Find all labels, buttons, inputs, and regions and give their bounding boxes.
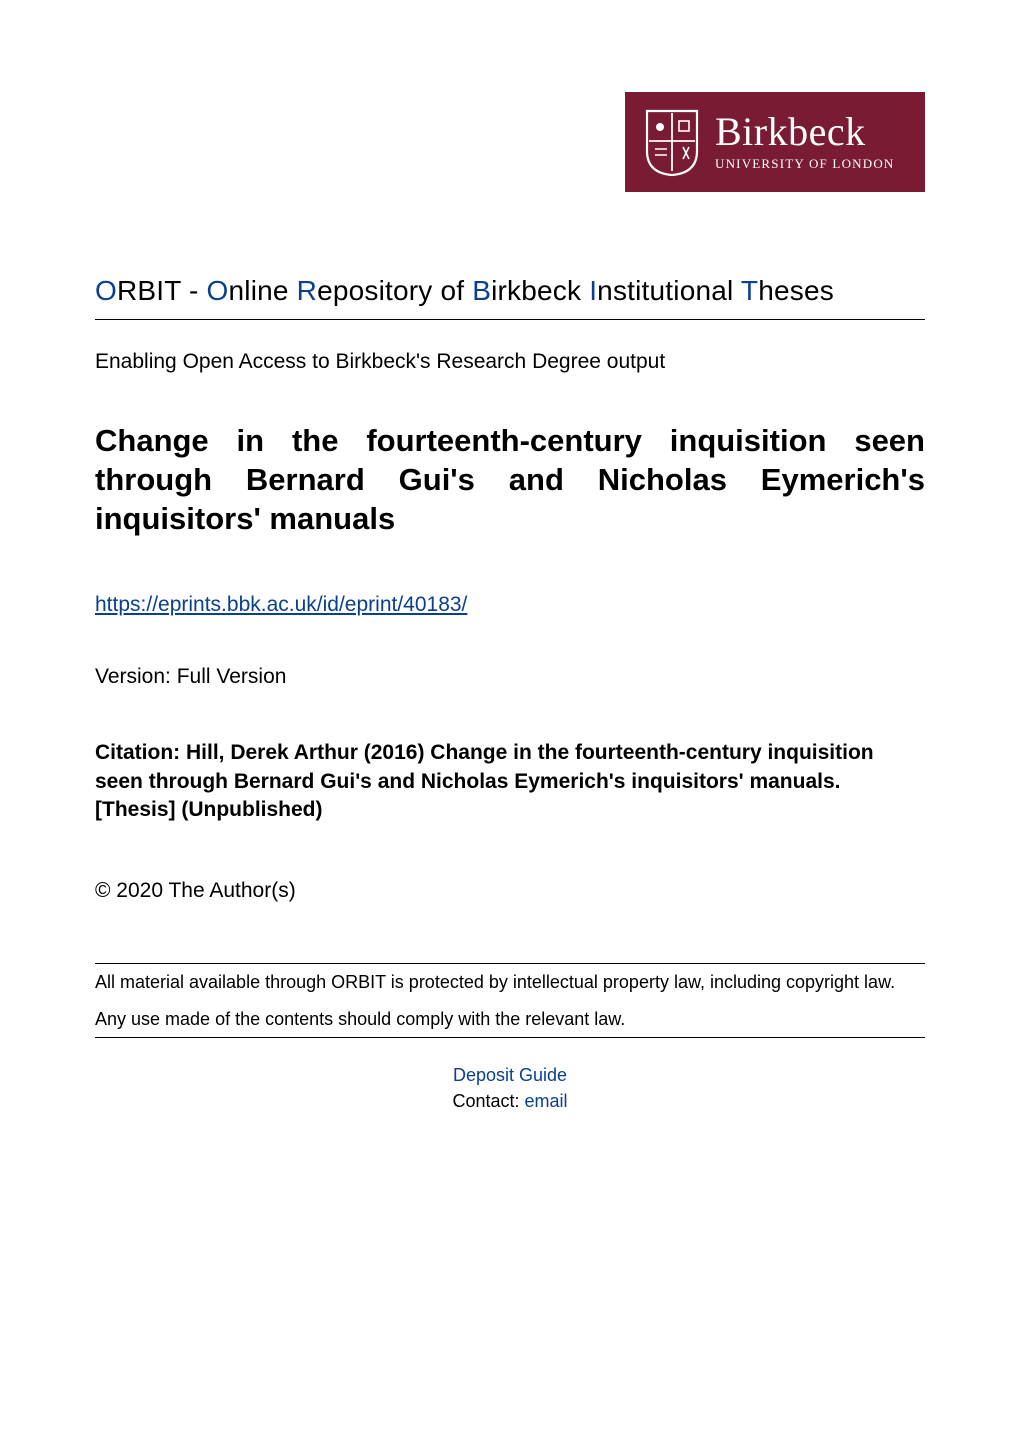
footer-ip-line-1: All material available through ORBIT is … <box>95 964 925 1000</box>
repo-part: I <box>589 275 597 306</box>
repo-part: O <box>207 275 229 306</box>
logo-text-block: Birkbeck UNIVERSITY OF LONDON <box>715 112 895 172</box>
repo-part: O <box>95 275 117 306</box>
repo-part: T <box>741 275 758 306</box>
logo-institution-name: Birkbeck <box>715 112 895 152</box>
repository-subtitle: Enabling Open Access to Birkbeck's Resea… <box>95 350 925 374</box>
repo-part: nstitutional <box>597 275 741 306</box>
repo-part: nline <box>229 275 297 306</box>
repo-part: heses <box>758 275 834 306</box>
footer-ip-line-2: Any use made of the contents should comp… <box>95 1001 925 1037</box>
repository-title: ORBIT - Online Repository of Birkbeck In… <box>95 275 925 307</box>
horizontal-rule <box>95 1037 925 1038</box>
footer-block: All material available through ORBIT is … <box>95 963 925 1114</box>
deposit-guide-link[interactable]: Deposit Guide <box>453 1065 567 1085</box>
copyright-text: © 2020 The Author(s) <box>95 879 925 903</box>
horizontal-rule <box>95 319 925 320</box>
logo-institution-subline: UNIVERSITY OF LONDON <box>715 156 895 172</box>
contact-prefix: Contact: <box>452 1091 524 1111</box>
repo-part: R <box>297 275 317 306</box>
thesis-title: Change in the fourteenth-century inquisi… <box>95 422 925 538</box>
contact-email-link[interactable]: email <box>525 1091 568 1111</box>
version-label: Version: Full Version <box>95 665 925 689</box>
birkbeck-crest-icon <box>643 107 701 177</box>
repo-part: epository of <box>317 275 472 306</box>
repo-part: B <box>472 275 491 306</box>
footer-links: Deposit Guide Contact: email <box>95 1062 925 1114</box>
eprint-url-link[interactable]: https://eprints.bbk.ac.uk/id/eprint/4018… <box>95 593 467 617</box>
citation-text: Citation: Hill, Derek Arthur (2016) Chan… <box>95 739 925 824</box>
institution-logo: Birkbeck UNIVERSITY OF LONDON <box>625 92 925 192</box>
repo-part: RBIT - <box>117 275 207 306</box>
repo-part: irkbeck <box>491 275 589 306</box>
